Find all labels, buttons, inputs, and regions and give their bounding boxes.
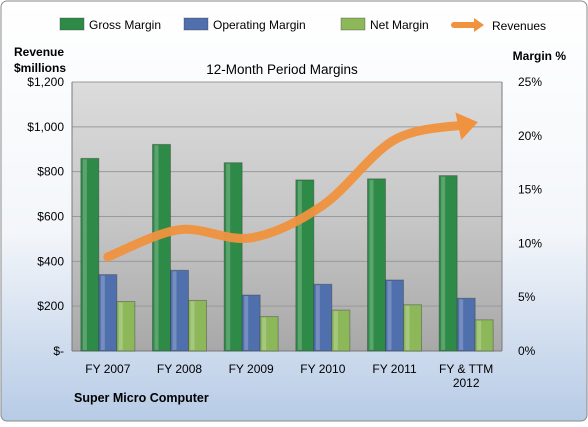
x-tick-label: 2012: [453, 376, 480, 390]
left-tick-label: $400: [37, 254, 64, 268]
right-tick-label: 25%: [518, 75, 542, 89]
bar-highlight: [459, 299, 463, 350]
x-tick-label: FY 2009: [229, 362, 274, 376]
left-tick-label: $200: [37, 299, 64, 313]
bar-highlight: [191, 301, 195, 350]
x-tick-label: FY 2011: [372, 362, 417, 376]
bar-highlight: [262, 318, 266, 350]
right-tick-label: 20%: [518, 129, 542, 143]
x-tick-label: FY 2007: [85, 362, 130, 376]
bar-highlight: [226, 164, 230, 350]
bar-highlight: [334, 311, 338, 350]
legend-label-operating-margin: Operating Margin: [213, 18, 306, 32]
bar-highlight: [477, 321, 481, 350]
right-tick-label: 5%: [518, 290, 536, 304]
chart-title: 12-Month Period Margins: [206, 62, 358, 77]
bar-highlight: [441, 177, 445, 350]
bar-highlight: [316, 285, 320, 350]
footer-company: Super Micro Computer: [74, 391, 209, 405]
legend-swatch-net-margin: [341, 18, 365, 30]
right-tick-label: 15%: [518, 183, 542, 197]
left-axis-label-line2: $millions: [14, 61, 66, 75]
left-tick-label: $1,000: [27, 120, 64, 134]
right-axis-label: Margin %: [513, 49, 567, 63]
bar-highlight: [173, 271, 177, 350]
left-tick-label: $600: [37, 210, 64, 224]
left-tick-label: $800: [37, 165, 64, 179]
legend-label-gross-margin: Gross Margin: [89, 18, 161, 32]
legend-label-revenues: Revenues: [492, 19, 546, 33]
left-tick-label: $1,200: [27, 75, 64, 89]
bar-highlight: [370, 180, 374, 350]
bar-highlight: [119, 303, 123, 350]
bar-highlight: [244, 296, 248, 350]
x-tick-label: FY & TTM: [439, 362, 493, 376]
legend-swatch-operating-margin: [184, 18, 208, 30]
left-axis-label-line1: Revenue: [14, 45, 64, 59]
bar-highlight: [298, 181, 302, 350]
bar-highlight: [406, 306, 410, 350]
bar-highlight: [83, 159, 87, 350]
bar-highlight: [101, 276, 105, 350]
right-tick-label: 10%: [518, 236, 542, 250]
legend-label-net-margin: Net Margin: [370, 18, 429, 32]
bar-highlight: [388, 281, 392, 350]
bar-highlight: [155, 145, 159, 350]
x-tick-label: FY 2010: [300, 362, 345, 376]
x-tick-label: FY 2008: [157, 362, 202, 376]
left-tick-label: $-: [53, 344, 64, 358]
legend-swatch-gross-margin: [60, 18, 84, 30]
right-tick-label: 0%: [518, 344, 536, 358]
